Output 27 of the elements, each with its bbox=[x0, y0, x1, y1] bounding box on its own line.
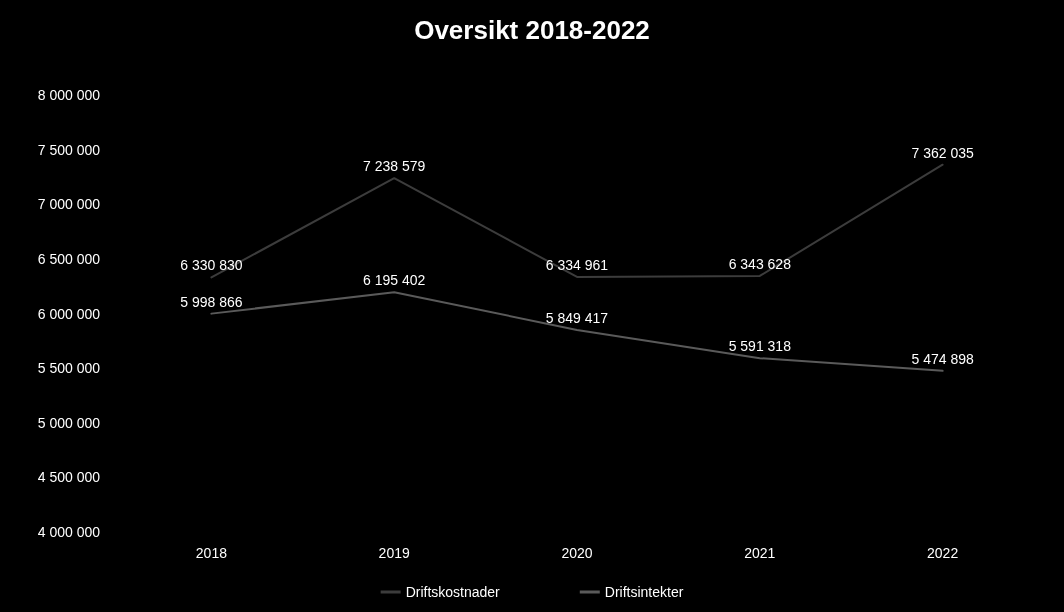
y-tick-label: 4 500 000 bbox=[37, 469, 101, 486]
data-label: 5 998 866 bbox=[180, 293, 243, 310]
legend-label: Driftsintekter bbox=[604, 584, 684, 600]
data-label: 6 343 628 bbox=[728, 255, 792, 272]
data-label: 7 238 579 bbox=[363, 158, 426, 175]
legend-label: Driftskostnader bbox=[405, 584, 501, 600]
y-tick-label: 4 000 000 bbox=[37, 524, 101, 540]
x-tick-label: 2020 bbox=[561, 545, 593, 561]
data-label: 7 362 035 bbox=[911, 144, 974, 161]
data-label: 6 334 961 bbox=[545, 256, 609, 273]
data-label: 5 474 898 bbox=[911, 350, 974, 367]
y-tick-label: 7 000 000 bbox=[37, 196, 101, 213]
data-label: 6 330 830 bbox=[180, 257, 243, 274]
y-tick-label: 7 500 000 bbox=[37, 141, 101, 158]
data-label: 5 591 318 bbox=[728, 338, 792, 355]
data-label: 6 195 402 bbox=[363, 272, 426, 289]
data-label: 5 849 417 bbox=[545, 309, 609, 326]
x-tick-label: 2022 bbox=[927, 545, 959, 561]
x-tick-label: 2019 bbox=[378, 545, 410, 561]
x-tick-label: 2018 bbox=[195, 545, 228, 561]
y-tick-label: 5 500 000 bbox=[37, 360, 101, 377]
y-tick-label: 6 000 000 bbox=[37, 305, 101, 322]
y-tick-label: 8 000 000 bbox=[37, 87, 101, 103]
x-tick-label: 2021 bbox=[744, 545, 776, 561]
chart-title: Oversikt 2018-2022 bbox=[414, 15, 650, 45]
y-tick-label: 6 500 000 bbox=[37, 250, 101, 267]
y-tick-label: 5 000 000 bbox=[37, 414, 101, 431]
